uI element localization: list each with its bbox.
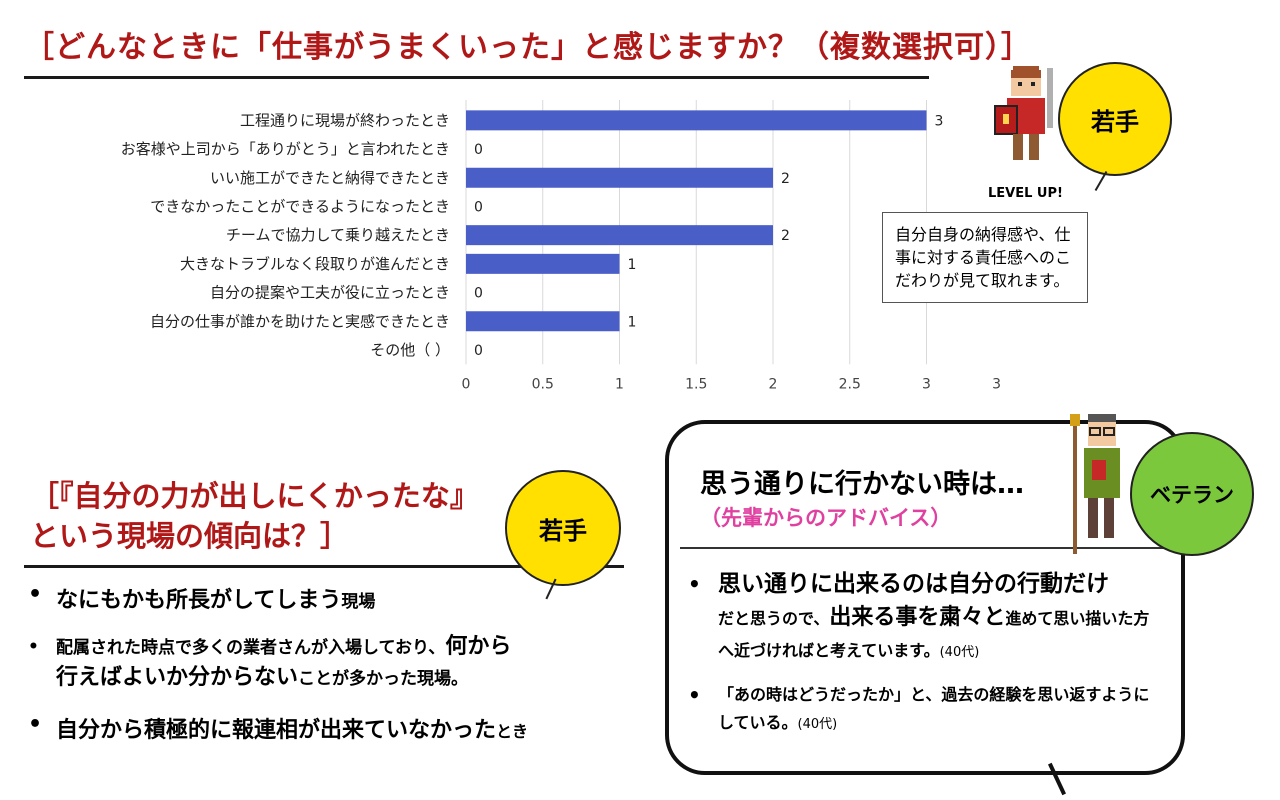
x-tick-label: 2.5 [839,376,861,390]
category-label: チームで協力して乗り越えたとき [226,226,450,244]
bar [466,311,620,332]
value-label: 1 [628,257,637,273]
category-label: その他（ ） [370,341,450,359]
list-item: 配属された時点で多くの業者さんが入場しており、何から 行えばよいか分からないこと… [28,632,648,694]
chart-note: 自分自身の納得感や、仕事に対する責任感へのこだわりが見て取れます。 [882,212,1088,303]
value-label: 0 [474,343,483,359]
item-text: 進めて思い描いた方へ近づければと考えています。 [718,609,1150,660]
young-character-icon [994,66,1053,160]
category-label: 自分の仕事が誰かを助けたと実感できたとき [150,312,450,330]
category-label: 工程通りに現場が終わったとき [240,111,450,129]
x-tick-label: 3 [922,376,931,390]
bar [466,253,620,274]
x-tick-label: 1 [615,376,624,390]
category-label: 大きなトラブルなく段取りが進んだとき [180,255,450,273]
veteran-character-icon [1070,414,1120,554]
value-label: 0 [474,199,483,215]
section-title-line1: ［『自分の力が出しにくかったな』 [30,479,479,513]
list-item: 「あの時はどうだったか」と、過去の経験を思い返すようにしている。(40代) [688,681,1158,739]
advice-subtitle: （先輩からのアドバイス） [700,506,952,530]
bar [466,110,927,131]
item-text: ことが多かった現場。 [298,669,469,689]
list-item: 自分から積極的に報連相が出来ていなかったとき [28,712,648,744]
bar [466,167,773,188]
item-text: なにもかも所長がしてしまう [56,588,342,613]
level-up-label: LEVEL UP! [988,186,1063,201]
category-label: 自分の提案や工夫が役に立ったとき [210,284,450,302]
issue-list: なにもかも所長がしてしまう現場 配属された時点で多くの業者さんが入場しており、何… [28,582,648,762]
section-title-line2: という現場の傾向は？］ [30,519,350,553]
item-text-large: 出来る事を粛々と [829,605,1006,630]
badge-veteran: ベテラン [1130,432,1254,556]
x-tick-label: 2 [769,376,778,390]
value-label: 0 [474,142,483,158]
item-text-large: 思い通りに出来るのは自分の行動だけ [718,571,1109,597]
value-label: 0 [474,286,483,302]
item-text: 配属された時点で多くの業者さんが入場しており、 [56,638,446,658]
badge-young-top: 若手 [1058,62,1172,176]
item-age: (40代) [939,645,980,660]
item-age: (40代) [797,717,838,732]
bar [466,225,773,246]
category-label: いい施工ができたと納得できたとき [210,169,450,187]
item-text-small: とき [496,722,529,741]
x-tick-label: 3.5 [992,376,1000,390]
value-label: 3 [935,113,944,129]
section-title: ［『自分の力が出しにくかったな』 という現場の傾向は？］ [30,476,479,556]
page-title: ［どんなときに「仕事がうまくいった」と感じますか？（複数選択可）］ [24,30,1032,65]
category-label: お客様や上司から「ありがとう」と言われたとき [121,140,450,158]
category-label: できなかったことができるようになったとき [150,197,450,215]
x-tick-label: 0.5 [532,376,554,390]
list-item: 思い通りに出来るのは自分の行動だけ だと思うので、出来る事を粛々と進めて思い描い… [688,568,1158,669]
item-text-small: 現場 [341,592,376,612]
item-text-large: 何から [445,634,512,659]
badge-young-section: 若手 [505,470,621,586]
value-label: 2 [781,228,790,244]
item-text: だと思うので、 [718,609,830,628]
title-divider [24,76,929,79]
item-text-large: 行えばよいか分からない [56,665,299,690]
x-tick-label: 0 [462,376,471,390]
value-label: 2 [781,171,790,187]
value-label: 1 [628,314,637,330]
bar-chart: 工程通りに現場が終わったとき 3 お客様や上司から「ありがとう」と言われたとき 0 いい… [121,100,1000,390]
item-text: 「あの時はどうだったか」と、過去の経験を思い返すようにしている。 [718,685,1150,732]
list-item: なにもかも所長がしてしまう現場 [28,582,648,614]
advice-box [665,420,1185,775]
advice-title: 思う通りに行かない時は… [700,469,1024,500]
item-text: 自分から積極的に報連相が出来ていなかった [56,718,497,743]
advice-divider [680,547,1180,549]
advice-list: 思い通りに出来るのは自分の行動だけ だと思うので、出来る事を粛々と進めて思い描い… [688,568,1158,751]
x-tick-label: 1.5 [685,376,707,390]
section-divider [24,565,624,568]
